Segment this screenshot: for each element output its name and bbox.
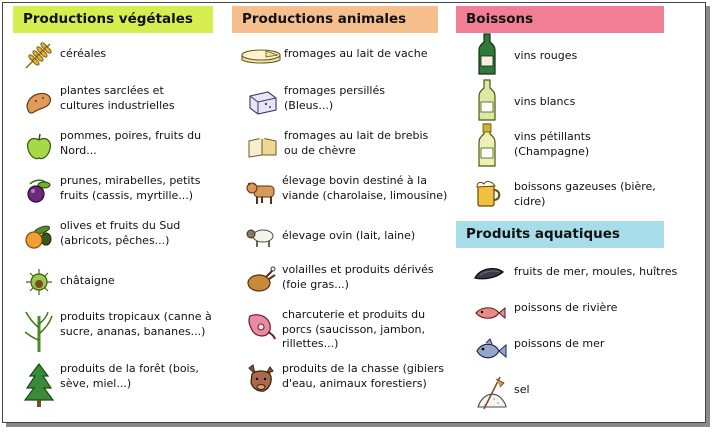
- item-label: élevage ovin (lait, laine): [282, 229, 416, 242]
- item-label: volailles et produits dérivés (foie gras…: [282, 263, 434, 291]
- plum-icon: [22, 174, 56, 208]
- goat-cheese-icon: [246, 129, 280, 163]
- item-label: fruits de mer, moules, huîtres: [514, 265, 678, 278]
- boar-icon: [244, 362, 278, 396]
- sheep-icon: [244, 220, 278, 254]
- beer-mug-icon: [472, 176, 506, 210]
- apple-icon: [22, 129, 56, 163]
- section-title-boissons: Boissons: [456, 6, 664, 33]
- cheese-wheel-icon: [240, 38, 282, 72]
- legend-item: boissons gazeuses (bière, cidre): [472, 176, 682, 216]
- legend-item: fromages au lait de vache: [240, 38, 450, 78]
- item-label: produits de la forêt (bois, sève, miel..…: [60, 362, 199, 390]
- river-fish-icon: [472, 296, 506, 330]
- legend-item: produits tropicaux (canne à sucre, anana…: [22, 310, 232, 352]
- legend-item: olives et fruits du Sud (abricots, pêche…: [22, 219, 232, 259]
- legend-item: vins pétillants (Champagne): [470, 122, 680, 167]
- ham-icon: [244, 308, 278, 342]
- roast-chicken-icon: [244, 263, 278, 297]
- legend-item: fromages persillés (Bleus...): [246, 84, 456, 124]
- item-label: vins blancs: [514, 95, 576, 108]
- legend-item: pommes, poires, fruits du Nord...: [22, 129, 232, 169]
- champagne-bottle-icon: [470, 122, 504, 168]
- legend-item: volailles et produits dérivés (foie gras…: [244, 263, 454, 303]
- olive-apricot-icon: [22, 219, 56, 253]
- legend-item: plantes sarclées et cultures industriell…: [22, 84, 232, 124]
- legend-item: poissons de rivière: [472, 296, 682, 336]
- legend-item: poissons de mer: [474, 334, 684, 374]
- legend-item: produits de la chasse (gibiers d'eau, an…: [244, 362, 454, 402]
- item-label: charcuterie et produits du porcs (saucis…: [282, 308, 426, 350]
- legend-item: produits de la forêt (bois, sève, miel..…: [22, 362, 232, 407]
- section-title-aquatiques: Produits aquatiques: [456, 221, 664, 248]
- item-label: vins pétillants (Champagne): [514, 130, 591, 158]
- mussel-icon: [472, 258, 506, 292]
- chestnut-icon: [22, 265, 56, 299]
- item-label: fromages au lait de brebis ou de chèvre: [284, 129, 429, 157]
- section-title-vegetales: Productions végétales: [13, 6, 213, 33]
- sugarcane-icon: [22, 310, 56, 354]
- item-label: produits de la chasse (gibiers d'eau, an…: [282, 362, 444, 390]
- item-label: élevage bovin destiné à la viande (charo…: [282, 174, 448, 202]
- section-title-animales: Productions animales: [232, 6, 438, 33]
- white-wine-bottle-icon: [470, 78, 504, 124]
- potato-icon: [22, 84, 56, 118]
- legend-panel: [2, 2, 706, 423]
- item-label: sel: [514, 383, 530, 396]
- item-label: produits tropicaux (canne à sucre, anana…: [60, 310, 212, 338]
- red-wine-bottle-icon: [470, 32, 504, 78]
- legend-item: fromages au lait de brebis ou de chèvre: [246, 129, 456, 169]
- legend-item: vins blancs: [470, 78, 680, 121]
- item-label: fromages au lait de vache: [284, 47, 428, 60]
- wheat-icon: [22, 38, 56, 72]
- item-label: poissons de mer: [514, 337, 605, 350]
- item-label: vins rouges: [514, 49, 578, 62]
- legend-item: élevage ovin (lait, laine): [244, 220, 454, 260]
- item-label: fromages persillés (Bleus...): [284, 84, 385, 112]
- item-label: châtaigne: [60, 274, 115, 287]
- legend-item: fruits de mer, moules, huîtres: [472, 258, 682, 298]
- sea-fish-icon: [474, 334, 508, 368]
- legend-item: châtaigne: [22, 265, 232, 305]
- item-label: pommes, poires, fruits du Nord...: [60, 129, 202, 157]
- item-label: prunes, mirabelles, petits fruits (cassi…: [60, 174, 201, 202]
- legend-item: sel: [474, 373, 684, 413]
- item-label: olives et fruits du Sud (abricots, pêche…: [60, 219, 181, 247]
- item-label: plantes sarclées et cultures industriell…: [60, 84, 175, 112]
- legend-item: vins rouges: [470, 32, 680, 75]
- item-label: céréales: [60, 47, 107, 60]
- cow-icon: [244, 174, 278, 208]
- legend-item: céréales: [22, 38, 232, 78]
- legend-item: prunes, mirabelles, petits fruits (cassi…: [22, 174, 232, 214]
- item-label: poissons de rivière: [514, 301, 618, 314]
- legend-item: charcuterie et produits du porcs (saucis…: [244, 308, 454, 350]
- item-label: boissons gazeuses (bière, cidre): [514, 180, 656, 208]
- salt-icon: [474, 373, 508, 413]
- blue-cheese-icon: [246, 84, 280, 118]
- legend-item: élevage bovin destiné à la viande (charo…: [244, 174, 454, 214]
- fir-tree-icon: [22, 362, 56, 408]
